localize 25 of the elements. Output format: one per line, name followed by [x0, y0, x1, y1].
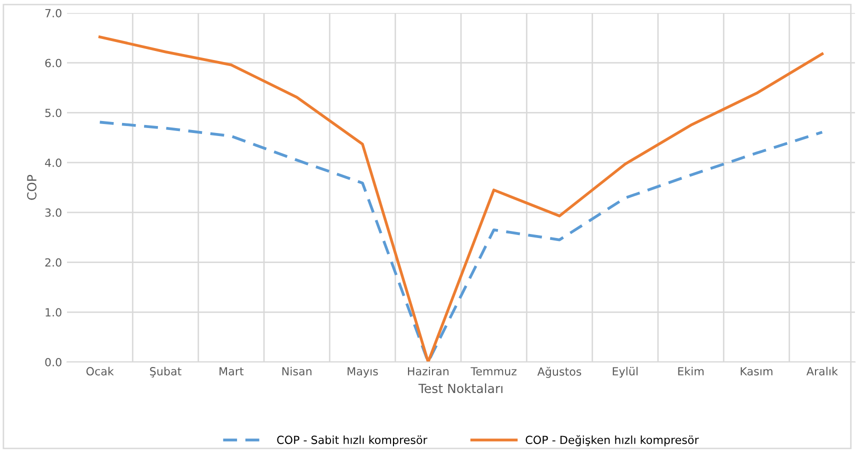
- y-tick-label: 2.0: [45, 258, 62, 267]
- y-tick-label: 7.0: [45, 8, 62, 18]
- x-tick-label: Şubat: [150, 366, 182, 378]
- x-tick-label: Ekim: [678, 366, 704, 376]
- x-tick-label: Aralık: [806, 366, 838, 376]
- x-tick-label: Mart: [220, 367, 244, 376]
- line-series: [98, 36, 824, 362]
- x-tick-label: Temmuz: [470, 367, 516, 376]
- x-tick-label: Haziran: [408, 366, 448, 376]
- x-tick-label: Mayıs: [348, 367, 378, 378]
- y-tick-label: 6.0: [45, 58, 62, 68]
- legend-label: COP - Değişken hızlı kompresör: [526, 435, 699, 446]
- y-axis-title: COP: [27, 174, 36, 200]
- x-tick-label: Kasım: [740, 367, 772, 376]
- x-axis-title: Test Noktaları: [418, 383, 502, 394]
- x-tick-label: Ocak: [86, 366, 114, 376]
- x-tick-label: Ağustos: [537, 366, 582, 378]
- x-tick-label: Eylül: [612, 366, 638, 378]
- y-tick-label: 4.0: [45, 158, 62, 167]
- y-tick-label: 0.0: [45, 358, 62, 366]
- y-tick-label: 3.0: [45, 208, 62, 217]
- y-tick-label: 5.0: [45, 108, 62, 118]
- y-tick-label: 1.0: [46, 308, 62, 317]
- legend-label: COP - Sabit hızlı kompresör: [277, 435, 428, 446]
- x-tick-label: Nisan: [282, 366, 312, 376]
